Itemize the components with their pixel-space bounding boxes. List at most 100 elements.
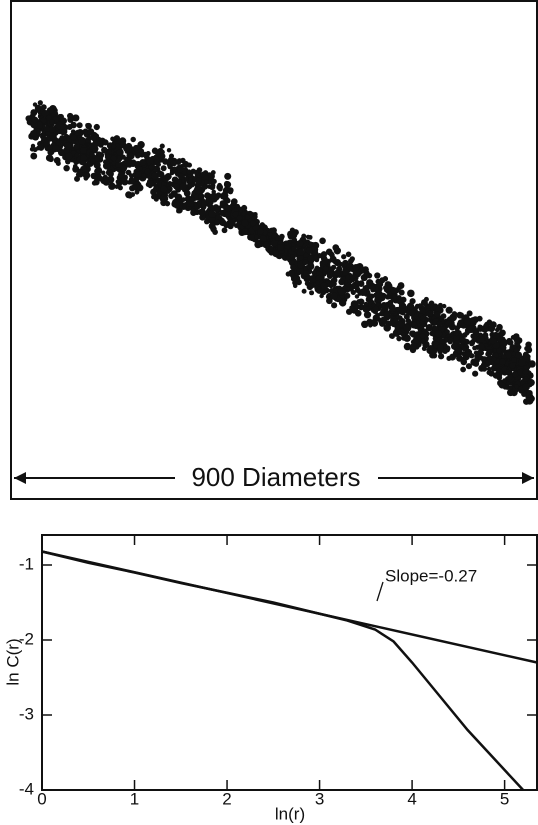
particle (407, 289, 415, 298)
particle (354, 303, 361, 310)
particle (368, 280, 373, 285)
particle (369, 293, 375, 299)
particle (397, 282, 405, 289)
particle (124, 157, 132, 165)
particle (345, 251, 352, 258)
particle (76, 122, 83, 129)
x-tick-label: 1 (130, 789, 139, 808)
particle (65, 152, 73, 160)
particle (369, 284, 376, 291)
particle (160, 165, 167, 172)
particle (397, 330, 403, 335)
particle (97, 151, 103, 157)
particle (444, 329, 450, 335)
particle (163, 177, 169, 184)
particle (403, 342, 412, 351)
particle (208, 210, 217, 218)
particle (383, 285, 389, 291)
particle (63, 141, 72, 150)
particle (153, 186, 159, 192)
particle (505, 369, 511, 376)
particle (187, 200, 195, 207)
particle (186, 162, 193, 168)
particle (296, 267, 304, 275)
particle (496, 347, 503, 354)
particle (492, 331, 500, 339)
particle (374, 272, 381, 279)
particle (314, 265, 320, 271)
particle (389, 334, 395, 340)
particle (313, 254, 319, 261)
particle (116, 148, 124, 156)
particle (176, 166, 184, 173)
particle (72, 165, 80, 173)
y-axis-label: ln C(r) (3, 638, 22, 685)
particle (125, 191, 133, 199)
particle (163, 174, 169, 179)
particle (464, 330, 470, 336)
particle (291, 237, 298, 243)
particle (94, 155, 100, 162)
particle (30, 152, 38, 160)
particle (331, 277, 338, 284)
particle (409, 298, 416, 305)
particle (277, 244, 284, 251)
particle (97, 175, 104, 182)
particle (216, 183, 224, 191)
particle (349, 258, 355, 264)
particle (345, 274, 351, 280)
particle (478, 355, 484, 361)
particle (181, 203, 187, 209)
particle (383, 324, 391, 332)
particle (146, 173, 154, 180)
particle (102, 159, 109, 165)
particle (352, 263, 360, 271)
particle (296, 239, 304, 247)
particle (473, 350, 479, 356)
particle (389, 306, 396, 313)
particle (478, 336, 485, 343)
particle (193, 194, 200, 200)
particle (104, 153, 112, 161)
particle (428, 344, 434, 351)
particle (509, 362, 516, 369)
annotation: Slope=-0.27 (385, 566, 477, 585)
particle (273, 250, 279, 256)
particle (277, 235, 284, 242)
particle (249, 234, 257, 242)
particle (472, 360, 480, 367)
particle (297, 260, 305, 269)
particle (101, 146, 108, 154)
particle (373, 305, 379, 312)
particle (291, 246, 297, 252)
particle (148, 163, 155, 170)
particle (184, 176, 189, 182)
particle (82, 128, 89, 135)
series-line (41, 550, 525, 791)
particle (223, 181, 232, 189)
particle (70, 134, 77, 141)
scale-bar-label: 900 Diameters (191, 462, 360, 492)
particle (486, 370, 492, 376)
particle (356, 299, 362, 305)
particle (456, 311, 464, 319)
particle (228, 219, 236, 227)
particle (214, 205, 221, 212)
particle (181, 197, 186, 202)
image-frame (10, 0, 538, 500)
particle (49, 119, 55, 125)
particle (166, 148, 172, 153)
particle (344, 292, 351, 299)
particle (128, 178, 136, 185)
particle (411, 321, 417, 327)
particle (476, 315, 483, 322)
particle (329, 255, 337, 263)
particle (177, 173, 185, 180)
particle (208, 216, 216, 225)
particle (245, 214, 251, 220)
particle (328, 288, 335, 294)
particle (110, 136, 115, 142)
particle (456, 354, 464, 362)
particle (502, 378, 507, 384)
